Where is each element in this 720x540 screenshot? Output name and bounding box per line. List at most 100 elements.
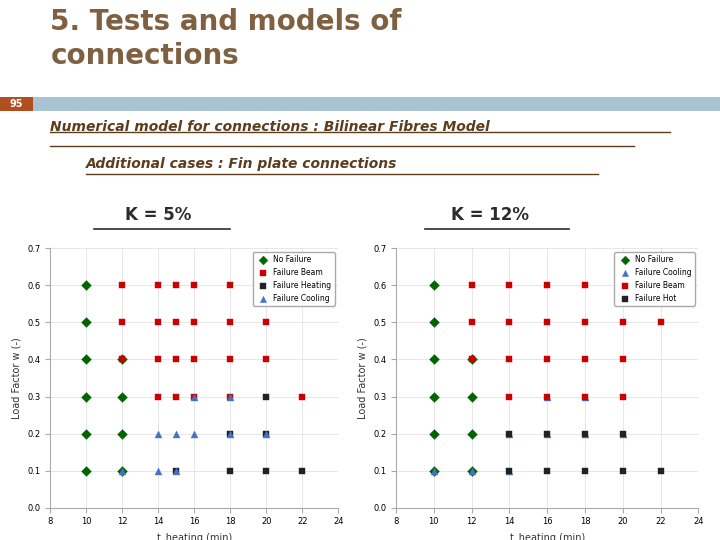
Y-axis label: Load Factor w (-): Load Factor w (-) (12, 337, 22, 419)
Failure Cooling (171, 429, 182, 438)
Failure Beam (579, 318, 590, 327)
Failure Hot (655, 466, 667, 475)
No Failure (428, 392, 440, 401)
Failure Beam (541, 355, 553, 364)
Failure Cooling (171, 466, 182, 475)
Text: 5. Tests and models of
connections: 5. Tests and models of connections (50, 8, 402, 70)
Failure Beam (579, 392, 590, 401)
Text: K = 12%: K = 12% (451, 206, 528, 224)
Failure Beam (617, 318, 629, 327)
Failure Beam (153, 355, 164, 364)
Failure Cooling (466, 466, 477, 475)
Legend: No Failure, Failure Beam, Failure Heating, Failure Cooling: No Failure, Failure Beam, Failure Heatin… (253, 252, 335, 306)
Text: Numerical model for connections : Bilinear Fibres Model: Numerical model for connections : Biline… (50, 120, 490, 134)
Failure Hot (617, 466, 629, 475)
No Failure (466, 466, 477, 475)
Failure Beam (117, 281, 128, 290)
Failure Beam (297, 392, 308, 401)
No Failure (81, 392, 92, 401)
Failure Hot (541, 429, 553, 438)
Failure Beam (171, 318, 182, 327)
Failure Cooling (541, 392, 553, 401)
No Failure (117, 466, 128, 475)
No Failure (81, 466, 92, 475)
Failure Cooling (189, 392, 200, 401)
Y-axis label: Load Factor w (-): Load Factor w (-) (357, 337, 367, 419)
Failure Beam (504, 355, 516, 364)
Failure Heating (261, 466, 272, 475)
Failure Beam (617, 392, 629, 401)
Failure Beam (261, 318, 272, 327)
Failure Beam (466, 355, 477, 364)
Failure Beam (225, 355, 236, 364)
No Failure (428, 466, 440, 475)
Failure Heating (297, 466, 308, 475)
Failure Beam (117, 318, 128, 327)
No Failure (466, 355, 477, 364)
Failure Beam (153, 281, 164, 290)
Failure Cooling (225, 392, 236, 401)
No Failure (81, 281, 92, 290)
No Failure (81, 355, 92, 364)
Failure Cooling (617, 429, 629, 438)
Failure Cooling (579, 429, 590, 438)
No Failure (117, 355, 128, 364)
No Failure (428, 281, 440, 290)
Failure Hot (541, 466, 553, 475)
Legend: No Failure, Failure Cooling, Failure Beam, Failure Hot: No Failure, Failure Cooling, Failure Bea… (614, 252, 695, 306)
Failure Cooling (504, 429, 516, 438)
Failure Heating (225, 429, 236, 438)
Failure Beam (261, 281, 272, 290)
Failure Beam (171, 281, 182, 290)
Failure Beam (579, 355, 590, 364)
No Failure (117, 429, 128, 438)
No Failure (428, 355, 440, 364)
Failure Cooling (541, 429, 553, 438)
Failure Beam (541, 281, 553, 290)
Failure Beam (541, 392, 553, 401)
No Failure (466, 392, 477, 401)
Failure Cooling (504, 466, 516, 475)
Failure Cooling (153, 466, 164, 475)
Failure Cooling (579, 392, 590, 401)
Failure Beam (225, 318, 236, 327)
Failure Beam (466, 281, 477, 290)
Failure Cooling (428, 466, 440, 475)
Failure Beam (153, 392, 164, 401)
Text: K = 5%: K = 5% (125, 206, 192, 224)
Failure Hot (579, 429, 590, 438)
Failure Beam (261, 355, 272, 364)
Failure Beam (189, 355, 200, 364)
Failure Beam (189, 318, 200, 327)
Failure Cooling (189, 429, 200, 438)
Failure Beam (579, 281, 590, 290)
Failure Hot (504, 466, 516, 475)
Failure Hot (504, 429, 516, 438)
Text: Additional cases : Fin plate connections: Additional cases : Fin plate connections (86, 157, 397, 171)
Failure Heating (261, 392, 272, 401)
No Failure (117, 392, 128, 401)
Failure Beam (541, 318, 553, 327)
Failure Beam (153, 318, 164, 327)
Failure Heating (171, 466, 182, 475)
Failure Hot (579, 466, 590, 475)
No Failure (466, 429, 477, 438)
Failure Heating (225, 466, 236, 475)
Failure Beam (171, 355, 182, 364)
Failure Cooling (117, 466, 128, 475)
No Failure (428, 318, 440, 327)
Failure Beam (617, 281, 629, 290)
Failure Beam (171, 392, 182, 401)
X-axis label: t_heating (min): t_heating (min) (157, 532, 232, 540)
Failure Cooling (261, 429, 272, 438)
No Failure (428, 429, 440, 438)
Failure Beam (617, 355, 629, 364)
Failure Cooling (153, 429, 164, 438)
Failure Beam (189, 392, 200, 401)
Failure Beam (466, 318, 477, 327)
Failure Hot (617, 429, 629, 438)
Text: 95: 95 (10, 99, 23, 109)
Failure Beam (655, 318, 667, 327)
No Failure (81, 429, 92, 438)
Failure Beam (504, 281, 516, 290)
